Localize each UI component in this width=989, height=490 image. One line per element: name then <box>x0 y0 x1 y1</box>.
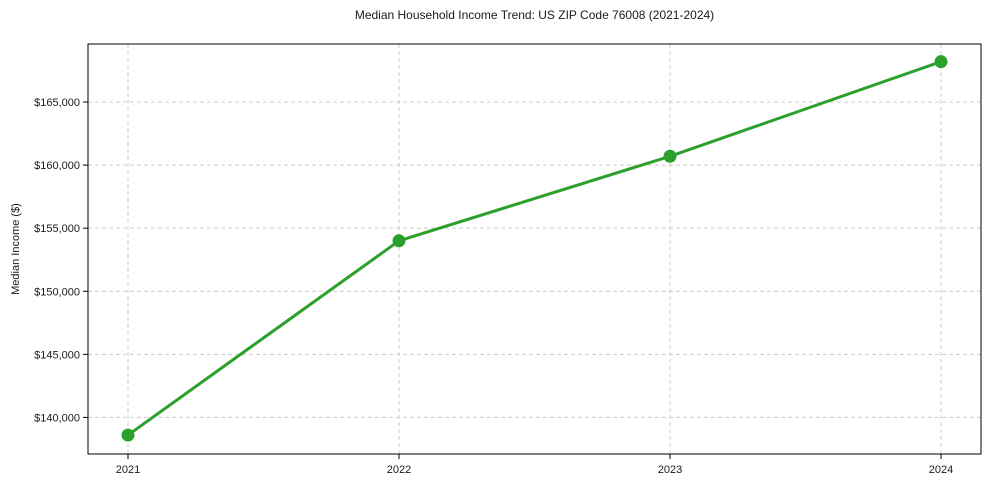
y-tick-label: $155,000 <box>34 223 80 235</box>
x-tick-label: 2024 <box>929 464 953 476</box>
x-tick-label: 2022 <box>387 464 411 476</box>
data-point-2024 <box>934 55 948 69</box>
plot-border <box>87 43 982 455</box>
data-point-2021 <box>121 428 135 442</box>
y-tick-label: $140,000 <box>34 412 80 424</box>
data-point-2022 <box>392 234 406 248</box>
y-tick-label: $160,000 <box>34 160 80 172</box>
x-tick-label: 2021 <box>116 464 140 476</box>
data-point-2023 <box>663 149 677 163</box>
y-tick-label: $150,000 <box>34 286 80 298</box>
chart-title: Median Household Income Trend: US ZIP Co… <box>354 8 715 22</box>
y-tick-label: $165,000 <box>34 97 80 109</box>
y-tick-label: $145,000 <box>34 349 80 361</box>
trend-line <box>126 60 943 437</box>
x-tick-label: 2023 <box>658 464 682 476</box>
